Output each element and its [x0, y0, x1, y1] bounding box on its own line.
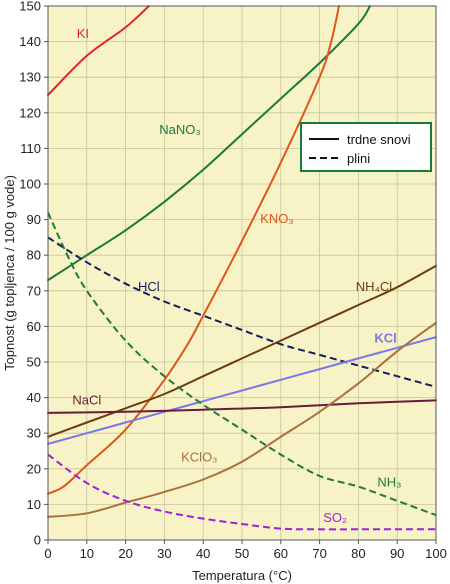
tick-labels: 0 10 20 30 40 50 60 70 80 90 100 0 10 20 30 40 50 60 70 80 9… [19, 0, 447, 561]
x-tick-label: 70 [312, 546, 326, 561]
x-tick-label: 90 [390, 546, 404, 561]
series-line-kclo3 [47, 321, 437, 518]
y-tick-label: 100 [19, 177, 41, 192]
y-tick-label: 20 [27, 461, 41, 476]
series-line-hcl [47, 236, 437, 388]
series-line-nacl [47, 399, 437, 414]
x-tick-label: 60 [274, 546, 288, 561]
x-tick-label: 0 [44, 546, 51, 561]
y-tick-label: 140 [19, 34, 41, 49]
y-tick-label: 80 [27, 248, 41, 263]
y-tick-label: 10 [27, 497, 41, 512]
y-tick-label: 130 [19, 70, 41, 85]
y-tick-label: 120 [19, 105, 41, 120]
y-tick-label: 40 [27, 390, 41, 405]
legend-label-solid: trdne snovi [347, 132, 411, 147]
series-label-ki: KI [77, 26, 89, 41]
series-label-nh3: NH₃ [377, 475, 401, 490]
x-tick-label: 20 [118, 546, 132, 561]
y-tick-label: 70 [27, 283, 41, 298]
y-tick-label: 150 [19, 0, 41, 14]
y-tick-label: 110 [20, 141, 41, 156]
x-tick-label: 100 [425, 546, 447, 561]
y-tick-label: 50 [27, 355, 41, 370]
series-label-hcl: HCl [138, 279, 160, 294]
series-label-nh4cl: NH₄Cl [356, 279, 392, 294]
x-tick-label: 10 [80, 546, 94, 561]
y-tick-label: 60 [27, 319, 41, 334]
series-label-kclo3: KClO₃ [181, 450, 217, 465]
x-tick-label: 50 [235, 546, 249, 561]
x-tick-label: 30 [157, 546, 171, 561]
y-axis-title: Topnost (g topljenca / 100 g vode) [2, 175, 17, 371]
series-labels: KI NaNO₃ KNO₃ HCl NH₄Cl KCl NaCl NH₃ KClO₃ SO₂ [72, 26, 401, 525]
series-label-so2: SO₂ [323, 510, 347, 525]
series-line-ki [47, 5, 150, 96]
series-label-nacl: NaCl [72, 393, 101, 408]
y-tick-label: 0 [34, 533, 41, 548]
series-label-kno3: KNO₃ [260, 211, 293, 226]
series-label-nano3: NaNO₃ [159, 122, 200, 137]
series-line-nano3 [47, 5, 371, 282]
y-tick-label: 90 [27, 212, 41, 227]
series-layer [47, 5, 437, 531]
series-line-kno3 [47, 5, 340, 495]
y-tick-label: 30 [27, 426, 41, 441]
series-line-kcl [47, 336, 437, 445]
series-line-so2 [47, 453, 436, 531]
series-label-kcl: KCl [374, 330, 396, 345]
legend: trdne snovi plini [300, 122, 432, 172]
x-tick-label: 80 [351, 546, 365, 561]
legend-label-dashed: plini [347, 151, 370, 166]
series-line-nh3 [47, 212, 437, 517]
x-tick-label: 40 [196, 546, 210, 561]
x-axis-title: Temperatura (°C) [192, 568, 292, 583]
legend-box [300, 122, 432, 172]
